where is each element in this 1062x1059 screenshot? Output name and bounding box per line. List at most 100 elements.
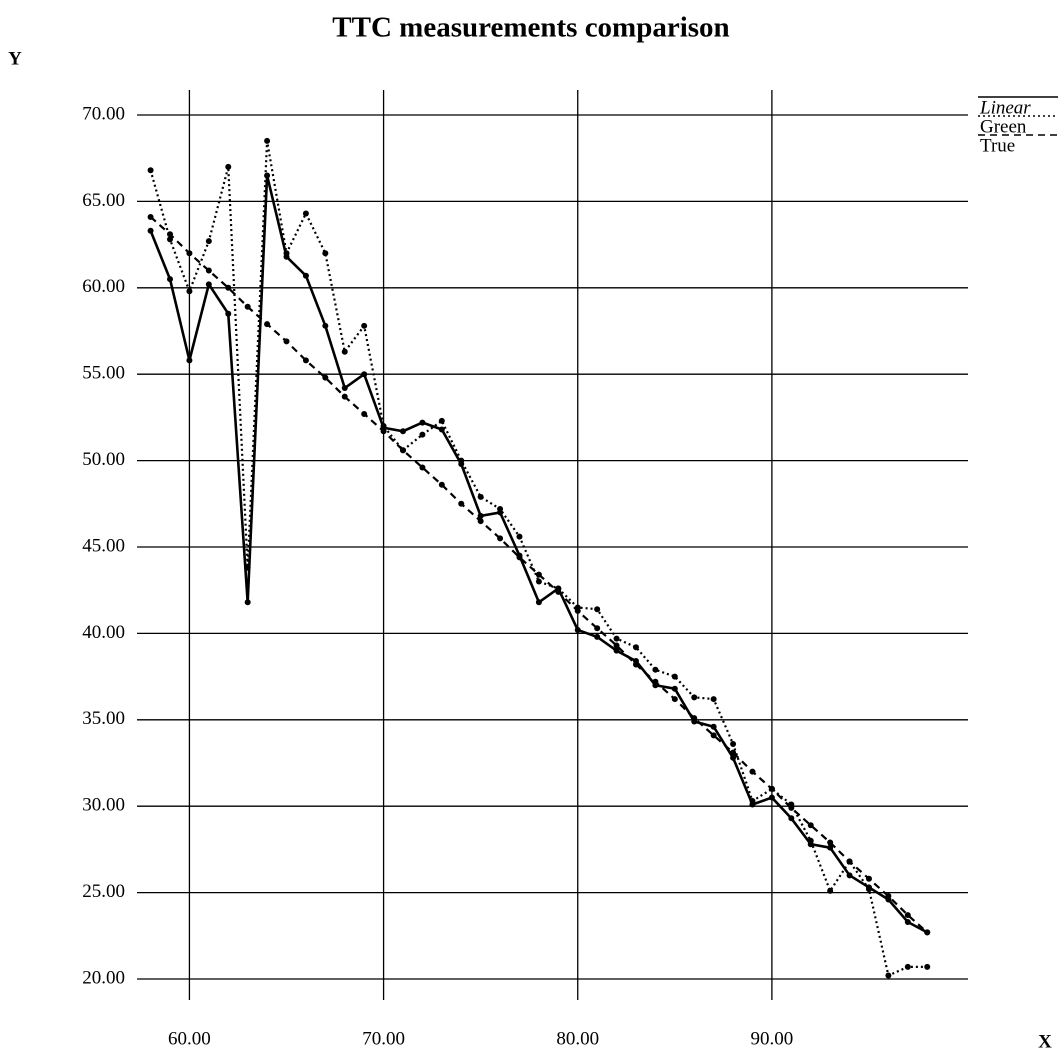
data-point <box>167 236 174 243</box>
data-point <box>613 635 620 642</box>
data-point <box>225 284 232 291</box>
data-point <box>380 423 387 430</box>
data-point <box>710 696 717 703</box>
data-point <box>302 272 309 279</box>
data-point <box>244 303 251 310</box>
y-tick-label: 65.00 <box>82 190 125 211</box>
data-point <box>788 815 795 822</box>
data-point <box>225 163 232 170</box>
chart-title: TTC measurements comparison <box>332 12 729 44</box>
data-point <box>924 929 931 936</box>
y-axis-label: Y <box>8 48 22 69</box>
data-point <box>749 798 756 805</box>
data-point <box>477 493 484 500</box>
data-point <box>477 518 484 525</box>
data-point <box>710 723 717 730</box>
data-point <box>361 371 368 378</box>
series-line <box>149 140 928 978</box>
data-point <box>438 417 445 424</box>
data-point <box>341 385 348 392</box>
data-point <box>186 250 193 257</box>
data-point <box>477 512 484 519</box>
data-point <box>710 732 717 739</box>
x-tick-label: 60.00 <box>168 1028 211 1049</box>
series-line <box>149 175 928 934</box>
data-point <box>904 912 911 919</box>
y-tick-label: 35.00 <box>82 708 125 729</box>
data-point <box>264 137 271 144</box>
data-point <box>691 694 698 701</box>
data-point <box>535 571 542 578</box>
data-point <box>574 607 581 614</box>
data-point <box>244 599 251 606</box>
data-point <box>205 238 212 245</box>
data-point <box>730 754 737 761</box>
data-point <box>205 267 212 274</box>
legend-label: Linear <box>979 97 1031 118</box>
data-point <box>671 673 678 680</box>
data-point <box>322 374 329 381</box>
data-point <box>807 822 814 829</box>
data-point <box>924 963 931 970</box>
data-point <box>322 250 329 257</box>
legend-label: True <box>980 135 1015 156</box>
data-point <box>341 348 348 355</box>
data-point <box>419 419 426 426</box>
data-point <box>768 794 775 801</box>
data-point <box>438 426 445 433</box>
data-point <box>186 288 193 295</box>
data-point <box>574 626 581 633</box>
data-point <box>594 606 601 613</box>
data-point <box>225 310 232 317</box>
data-point <box>341 393 348 400</box>
data-point <box>904 963 911 970</box>
x-tick-label: 90.00 <box>751 1028 794 1049</box>
data-point <box>535 599 542 606</box>
data-point <box>458 457 465 464</box>
data-point <box>730 740 737 747</box>
data-point <box>419 464 426 471</box>
y-tick-label: 55.00 <box>82 363 125 384</box>
data-point <box>380 428 387 435</box>
data-point <box>361 410 368 417</box>
legend-label: Green <box>980 116 1027 137</box>
data-point <box>768 785 775 792</box>
data-point <box>147 167 154 174</box>
data-point <box>283 338 290 345</box>
data-point <box>749 768 756 775</box>
data-point <box>904 918 911 925</box>
data-point <box>147 213 154 220</box>
data-point <box>516 533 523 540</box>
data-point <box>361 322 368 329</box>
data-point <box>594 633 601 640</box>
data-point <box>846 858 853 865</box>
data-point <box>167 231 174 238</box>
data-point <box>497 535 504 542</box>
data-point <box>302 210 309 217</box>
y-tick-label: 70.00 <box>82 103 125 124</box>
data-point <box>535 578 542 585</box>
data-point <box>205 281 212 288</box>
data-point <box>399 447 406 454</box>
x-tick-label: 70.00 <box>362 1028 405 1049</box>
data-point <box>652 678 659 685</box>
data-point <box>594 625 601 632</box>
data-point <box>244 564 251 571</box>
y-tick-label: 20.00 <box>82 967 125 988</box>
y-tick-label: 40.00 <box>82 622 125 643</box>
data-point <box>885 972 892 979</box>
data-point <box>691 715 698 722</box>
data-point <box>322 322 329 329</box>
data-point <box>186 357 193 364</box>
data-point <box>438 481 445 488</box>
data-point <box>497 505 504 512</box>
data-point <box>846 872 853 879</box>
y-tick-label: 45.00 <box>82 535 125 556</box>
data-point <box>807 837 814 844</box>
y-tick-label: 50.00 <box>82 449 125 470</box>
data-point <box>827 839 834 846</box>
data-point <box>632 644 639 651</box>
data-point <box>613 647 620 654</box>
data-point <box>555 588 562 595</box>
